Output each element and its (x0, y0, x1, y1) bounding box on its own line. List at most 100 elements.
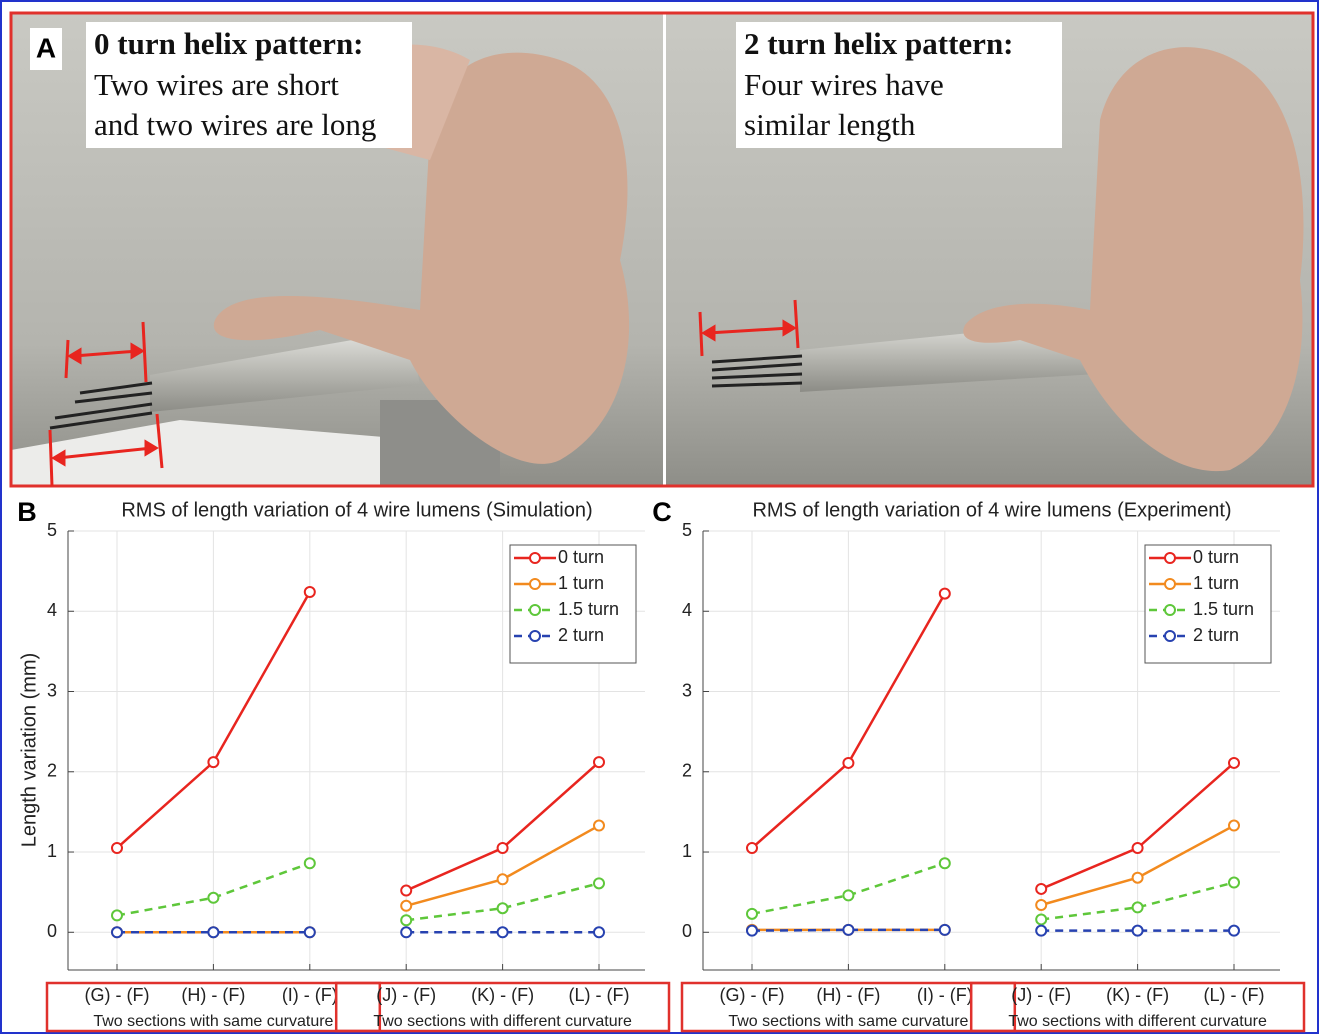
legend-label: 0 turn (558, 547, 604, 567)
y-tick-label: 5 (47, 520, 57, 540)
data-point (208, 757, 218, 767)
data-point (498, 903, 508, 913)
data-point (208, 927, 218, 937)
data-point (747, 926, 757, 936)
y-tick-label: 4 (682, 600, 692, 620)
data-point (594, 757, 604, 767)
y-tick-label: 0 (47, 921, 57, 941)
data-point (1133, 843, 1143, 853)
data-point (1229, 758, 1239, 768)
x-tick-label: (L) - (F) (1204, 985, 1265, 1005)
data-point (305, 587, 315, 597)
legend-label: 1 turn (558, 573, 604, 593)
caption-line: similar length (744, 107, 916, 142)
data-point (1036, 884, 1046, 894)
data-point (112, 927, 122, 937)
data-point (305, 858, 315, 868)
data-point (594, 821, 604, 831)
y-tick-label: 2 (682, 761, 692, 781)
x-tick-label: (H) - (F) (816, 985, 880, 1005)
data-point (843, 758, 853, 768)
data-point (940, 589, 950, 599)
data-point (401, 927, 411, 937)
x-tick-label: (J) - (F) (1011, 985, 1071, 1005)
panel-label: C (652, 497, 672, 527)
legend-marker (1165, 631, 1175, 641)
legend-label: 1.5 turn (1193, 599, 1254, 619)
group-label: Two sections with same curvature (728, 1013, 968, 1030)
legend-marker (530, 553, 540, 563)
data-point (401, 901, 411, 911)
data-point (401, 886, 411, 896)
legend-marker (530, 631, 540, 641)
panel-a: A 0 turn helix pattern: Two wires are sh… (11, 13, 1313, 486)
data-point (1229, 878, 1239, 888)
data-point (747, 843, 757, 853)
legend-label: 0 turn (1193, 547, 1239, 567)
legend-label: 2 turn (558, 625, 604, 645)
data-point (843, 925, 853, 935)
x-tick-label: (L) - (F) (569, 985, 630, 1005)
x-tick-label: (K) - (F) (1106, 985, 1169, 1005)
y-tick-label: 2 (47, 761, 57, 781)
data-point (498, 843, 508, 853)
group-label: Two sections with different curvature (373, 1013, 632, 1030)
divider (663, 13, 666, 486)
caption-title: 0 turn helix pattern: (94, 26, 364, 61)
legend-label: 1 turn (1193, 573, 1239, 593)
group-label: Two sections with different curvature (1008, 1013, 1267, 1030)
data-point (1036, 900, 1046, 910)
caption-title: 2 turn helix pattern: (744, 26, 1014, 61)
data-point (594, 927, 604, 937)
x-tick-label: (I) - (F) (917, 985, 973, 1005)
data-point (1229, 926, 1239, 936)
data-point (594, 878, 604, 888)
x-tick-label: (K) - (F) (471, 985, 534, 1005)
x-tick-label: (G) - (F) (720, 985, 785, 1005)
y-tick-label: 0 (682, 921, 692, 941)
data-point (1133, 926, 1143, 936)
y-tick-label: 3 (47, 680, 57, 700)
figure: A 0 turn helix pattern: Two wires are sh… (0, 0, 1319, 1034)
y-tick-label: 1 (682, 841, 692, 861)
x-tick-label: (G) - (F) (85, 985, 150, 1005)
group-label: Two sections with same curvature (93, 1013, 333, 1030)
y-tick-label: 4 (47, 600, 57, 620)
chart-title: RMS of length variation of 4 wire lumens… (121, 499, 592, 521)
data-point (940, 925, 950, 935)
data-point (940, 858, 950, 868)
data-point (112, 843, 122, 853)
data-point (401, 915, 411, 925)
data-point (498, 874, 508, 884)
legend-marker (1165, 579, 1175, 589)
data-point (1036, 926, 1046, 936)
data-point (843, 890, 853, 900)
legend-marker (1165, 605, 1175, 615)
legend-label: 1.5 turn (558, 599, 619, 619)
page: A 0 turn helix pattern: Two wires are sh… (0, 0, 1319, 1034)
y-tick-label: 3 (682, 680, 692, 700)
legend-marker (530, 579, 540, 589)
data-point (305, 927, 315, 937)
y-tick-label: 1 (47, 841, 57, 861)
y-tick-label: 5 (682, 520, 692, 540)
legend-marker (530, 605, 540, 615)
caption-line: Two wires are short (94, 67, 339, 102)
y-axis-label: Length variation (mm) (18, 653, 40, 848)
data-point (1133, 873, 1143, 883)
caption-line: Four wires have (744, 67, 944, 102)
x-tick-label: (H) - (F) (181, 985, 245, 1005)
panel-label: A (36, 32, 56, 63)
data-point (1036, 914, 1046, 924)
data-point (1229, 821, 1239, 831)
chart-title: RMS of length variation of 4 wire lumens… (752, 499, 1231, 521)
data-point (112, 910, 122, 920)
panel-label: B (17, 497, 37, 527)
legend-marker (1165, 553, 1175, 563)
data-point (747, 909, 757, 919)
data-point (1133, 902, 1143, 912)
data-point (208, 893, 218, 903)
data-point (498, 927, 508, 937)
legend-label: 2 turn (1193, 625, 1239, 645)
x-tick-label: (J) - (F) (376, 985, 436, 1005)
